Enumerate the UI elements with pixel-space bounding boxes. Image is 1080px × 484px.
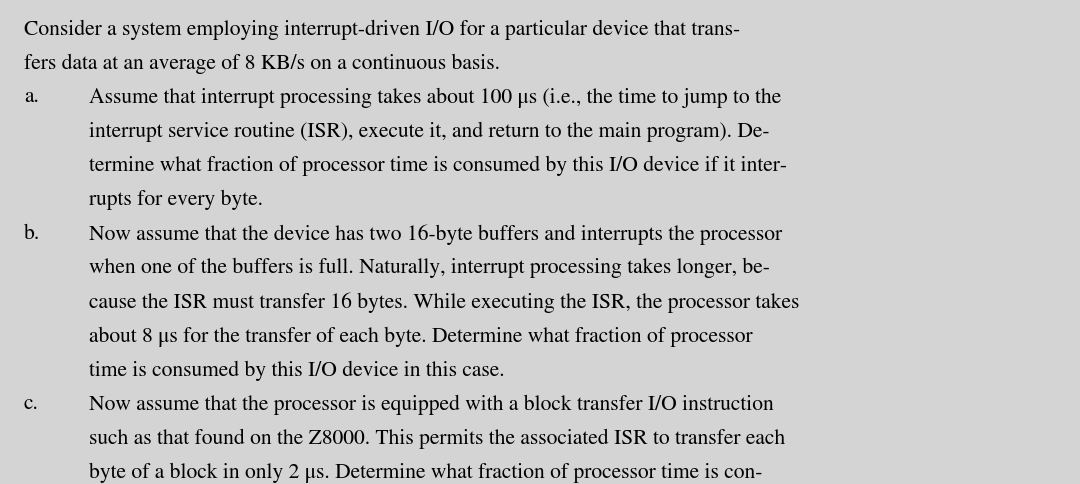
Text: c.: c. — [24, 395, 39, 414]
Text: termine what fraction of processor time is consumed by this I/O device if it int: termine what fraction of processor time … — [89, 156, 786, 176]
Text: Consider a system employing interrupt-driven I/O for a particular device that tr: Consider a system employing interrupt-dr… — [24, 19, 740, 40]
Text: Now assume that the device has two 16-byte buffers and interrupts the processor: Now assume that the device has two 16-by… — [89, 224, 782, 244]
Text: byte of a block in only 2 μs. Determine what fraction of processor time is con-: byte of a block in only 2 μs. Determine … — [89, 463, 761, 483]
Text: time is consumed by this I/O device in this case.: time is consumed by this I/O device in t… — [89, 361, 504, 381]
Text: Now assume that the processor is equipped with a block transfer I/O instruction: Now assume that the processor is equippe… — [89, 395, 773, 415]
Text: rupts for every byte.: rupts for every byte. — [89, 190, 262, 210]
Text: when one of the buffers is full. Naturally, interrupt processing takes longer, b: when one of the buffers is full. Natural… — [89, 258, 769, 278]
Text: interrupt service routine (ISR), execute it, and return to the main program). De: interrupt service routine (ISR), execute… — [89, 121, 769, 142]
Text: about 8 μs for the transfer of each byte. Determine what fraction of processor: about 8 μs for the transfer of each byte… — [89, 327, 752, 347]
Text: b.: b. — [24, 224, 40, 244]
Text: such as that found on the Z8000. This permits the associated ISR to transfer eac: such as that found on the Z8000. This pe… — [89, 429, 785, 449]
Text: Assume that interrupt processing takes about 100 μs (i.e., the time to jump to t: Assume that interrupt processing takes a… — [89, 88, 781, 108]
Text: a.: a. — [24, 88, 39, 107]
Text: fers data at an average of 8 KB/s on a continuous basis.: fers data at an average of 8 KB/s on a c… — [24, 54, 500, 74]
Text: cause the ISR must transfer 16 bytes. While executing the ISR, the processor tak: cause the ISR must transfer 16 bytes. Wh… — [89, 292, 799, 313]
